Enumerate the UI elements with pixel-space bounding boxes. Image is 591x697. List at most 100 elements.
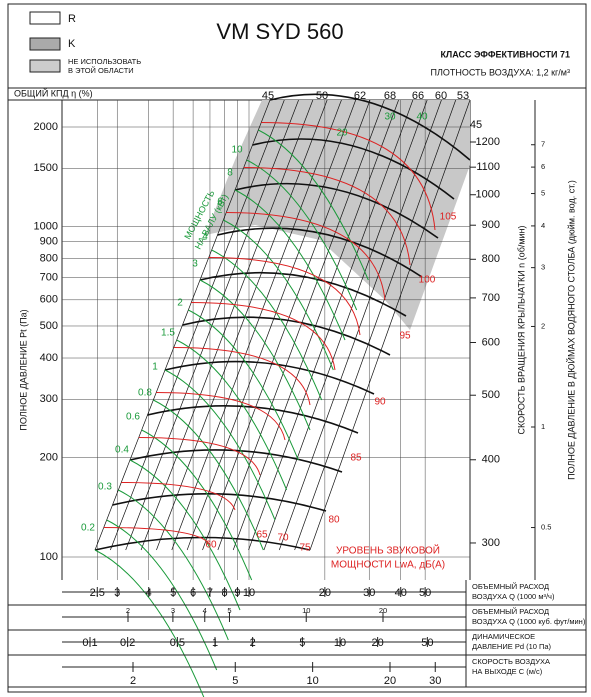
pressure-curve <box>147 405 359 434</box>
ruler-tick-label: 20 <box>372 637 384 649</box>
y-tick-label: 800 <box>40 252 58 264</box>
power-value-label: 0.4 <box>115 445 129 456</box>
ruler-label: СКОРОСТЬ ВОЗДУХА <box>472 657 550 666</box>
speed-tick-label: 600 <box>482 336 500 348</box>
pressure-curve <box>94 536 311 551</box>
y-tick-label: 100 <box>40 551 58 563</box>
power-value-label: 20 <box>336 128 348 139</box>
inch-tick-label: 4 <box>541 221 545 230</box>
ruler-tick-label: 3 <box>114 587 120 599</box>
speed-line <box>94 99 271 551</box>
legend-swatch-k <box>29 37 61 51</box>
ruler-tick-label: 2 <box>250 637 256 649</box>
y-tick-label: 300 <box>40 393 58 405</box>
ruler-tick-label: 7 <box>207 587 213 599</box>
inch-tick-label: 2 <box>541 321 545 330</box>
speed-line <box>140 99 314 551</box>
pressure-axis-label: ПОЛНОЕ ДАВЛЕНИЕ Pt (Па) <box>18 309 28 430</box>
efficiency-label: 68 <box>384 90 396 102</box>
power-curve <box>164 369 276 521</box>
power-curve <box>258 129 369 281</box>
power-value-label: 30 <box>384 112 396 123</box>
ruler-tick-label: 0.5 <box>170 637 185 649</box>
efficiency-label: 62 <box>354 90 366 102</box>
power-curve <box>234 189 346 341</box>
power-value-label: 6 <box>217 197 223 208</box>
efficiency-label: 66 <box>412 90 424 102</box>
ruler-tick-label: 40 <box>395 587 407 599</box>
ruler-label: ДАВЛЕНИЕ Pd (10 Па) <box>472 642 552 651</box>
ruler-tick-label: 5 <box>232 675 238 687</box>
ruler-tick-label: 1 <box>212 637 218 649</box>
ruler-tick-label: 4 <box>146 587 152 599</box>
speed-tick-label: 1200 <box>476 136 500 148</box>
speed-line <box>263 99 428 551</box>
power-value-label: 0.2 <box>81 523 95 534</box>
power-curve <box>246 159 358 311</box>
power-value-label: 3 <box>192 259 198 270</box>
ruler-label: ДИНАМИЧЕСКОЕ <box>472 632 535 641</box>
speed-line <box>156 99 328 551</box>
ruler-tick-label: 50 <box>419 587 431 599</box>
inch-axis-label: ПОЛНОЕ ДАВЛЕНИЕ В ДЮЙМАХ ВОДЯНОГО СТОЛБА… <box>565 180 576 480</box>
y-tick-label: 500 <box>40 320 58 332</box>
noise-value-label: 60 <box>205 540 217 551</box>
power-curve <box>223 219 334 371</box>
pressure-curve <box>252 138 455 200</box>
ruler-label: ВОЗДУХА Q (1000 куб. фут/мин) <box>472 617 586 626</box>
y-tick-label: 1500 <box>34 162 58 174</box>
speed-line <box>186 99 357 551</box>
inch-tick-label: 5 <box>541 189 545 198</box>
ruler-tick-label: 50 <box>421 637 433 649</box>
speed-line <box>217 99 385 551</box>
noise-curve <box>226 212 386 301</box>
inch-tick-label: 6 <box>541 162 545 171</box>
legend-label: K <box>68 38 76 50</box>
noise-value-label: 75 <box>299 543 311 554</box>
speed-line <box>171 99 342 551</box>
power-value-label: 0.8 <box>138 388 152 399</box>
inch-tick-label: 1 <box>541 422 545 431</box>
ruler-label: ВОЗДУХА Q (1000 м³/ч) <box>472 592 555 601</box>
inch-tick-label: 7 <box>541 140 545 149</box>
inch-tick-label: 0.5 <box>541 523 551 532</box>
speed-axis-label: СКОРОСТЬ ВРАЩЕНИЯ КРЫЛЬЧАТКИ n (об/мин) <box>516 225 526 434</box>
speed-line <box>232 99 399 551</box>
inch-tick-label: 3 <box>541 263 545 272</box>
noise-label: МОЩНОСТИ LwA, дБ(A) <box>331 560 445 571</box>
ruler-tick-label: 20 <box>379 606 387 615</box>
ruler-tick-label: 10 <box>307 675 319 687</box>
noise-value-label: 80 <box>328 515 340 526</box>
ruler-tick-label: 6 <box>190 587 196 599</box>
power-value-label: 2 <box>177 298 183 309</box>
speed-line <box>309 99 471 551</box>
noise-value-label: 70 <box>277 533 289 544</box>
speed-tick-label: 800 <box>482 253 500 265</box>
ruler-tick-label: 4 <box>203 606 207 615</box>
frame <box>7 3 587 693</box>
y-tick-label: 400 <box>40 352 58 364</box>
legend-swatch-r <box>29 11 61 25</box>
ruler-tick-label: 2 <box>130 675 136 687</box>
efficiency-label: ОБЩИЙ КПД η (%) <box>14 87 93 98</box>
y-tick-label: 200 <box>40 451 58 463</box>
speed-tick-label: 400 <box>482 454 500 466</box>
noise-curve <box>243 167 411 266</box>
speed-tick-label: 1000 <box>476 189 500 201</box>
speed-tick-label: 900 <box>482 219 500 231</box>
power-curve <box>118 489 229 641</box>
ruler-tick-label: 5 <box>299 637 305 649</box>
power-curve <box>176 339 288 491</box>
power-curve <box>199 279 311 431</box>
power-value-label: 10 <box>231 145 243 156</box>
ruler-tick-label: 30 <box>429 675 441 687</box>
power-curve <box>153 399 264 551</box>
legend-swatch-area <box>29 59 61 73</box>
efficiency-class: КЛАСС ЭФФЕКТИВНОСТИ 71 <box>440 49 570 59</box>
y-tick-label: 700 <box>40 272 58 284</box>
pressure-curve <box>182 316 391 356</box>
speed-line <box>248 99 414 551</box>
efficiency-label: 50 <box>316 90 328 102</box>
ruler-tick-label: 5 <box>227 606 231 615</box>
speed-tick-label: 300 <box>482 537 500 549</box>
